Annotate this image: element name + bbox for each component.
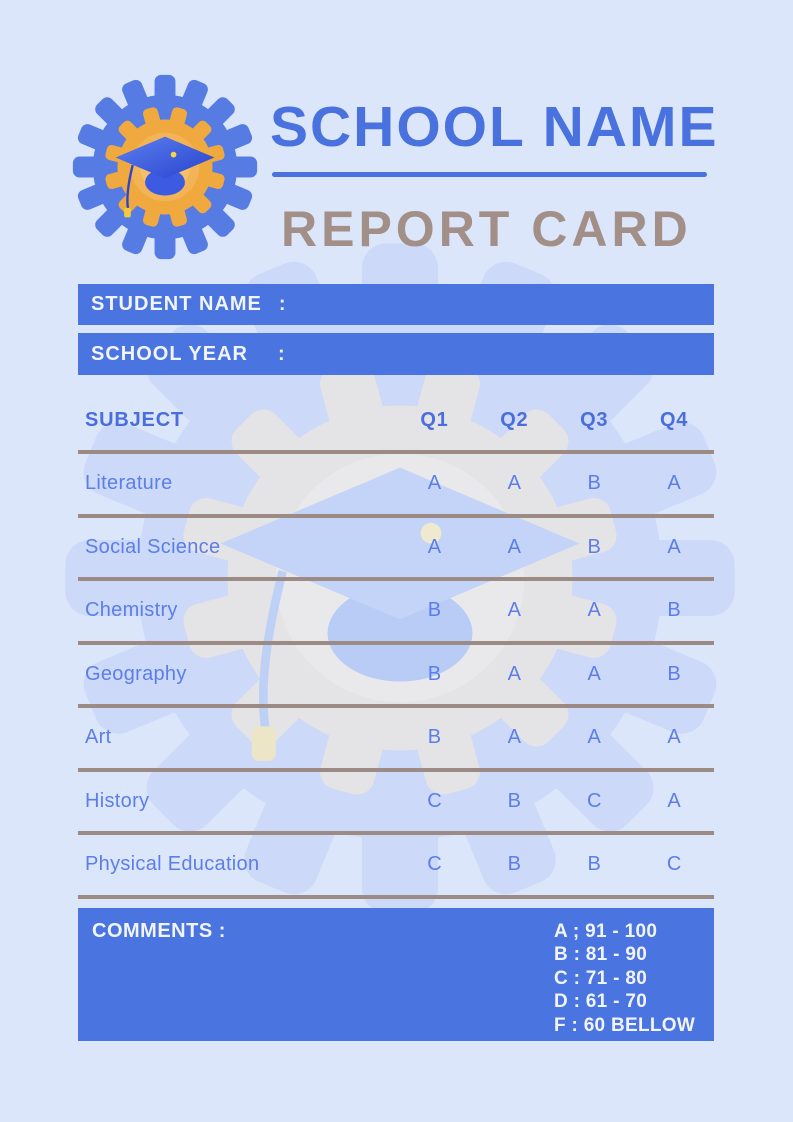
table-row: Literature A A B A (78, 454, 714, 518)
column-header-q2: Q2 (500, 408, 529, 431)
column-header-q1: Q1 (420, 408, 449, 431)
grade-cell: A (667, 726, 681, 749)
subject-name: Social Science (85, 535, 221, 558)
student-name-field[interactable]: STUDENT NAME : (78, 284, 714, 325)
table-row: Physical Education C B B C (78, 835, 714, 899)
table-row: Geography B A A B (78, 645, 714, 708)
grade-cell: C (427, 853, 442, 876)
table-row: Social Science A A B A (78, 518, 714, 581)
grade-scale-c: C : 71 - 80 (554, 967, 648, 989)
column-header-q4: Q4 (659, 408, 689, 431)
grade-cell: A (507, 662, 521, 685)
grade-cell: A (667, 789, 681, 812)
subject-name: Art (85, 726, 112, 749)
table-row: Chemistry B A A B (78, 581, 714, 645)
table-row: Art B A A A (78, 708, 714, 772)
gear-graduation-cap-icon (72, 74, 258, 260)
subject-name: Geography (85, 662, 187, 685)
grade-cell: B (667, 662, 681, 685)
grade-cell: B (507, 789, 521, 812)
grade-cell: C (427, 789, 442, 812)
grade-scale-d: D : 61 - 70 (554, 991, 648, 1013)
student-name-label: STUDENT NAME (91, 293, 262, 315)
table-row: History C B C A (78, 772, 714, 835)
subject-name: Physical Education (85, 853, 260, 876)
grade-scale-b: B : 81 - 90 (554, 944, 648, 966)
subject-name: Chemistry (85, 599, 178, 622)
school-logo (70, 72, 260, 262)
student-name-colon: : (278, 293, 287, 315)
grade-cell: B (667, 599, 681, 622)
grade-cell: A (667, 535, 681, 558)
grade-cell: C (586, 789, 602, 812)
grade-scale-legend: A ; 91 - 100 B : 81 - 90 C : 71 - 80 D :… (554, 920, 700, 1036)
grade-cell: C (666, 853, 682, 876)
column-header-q3: Q3 (580, 408, 609, 431)
school-name-title: SCHOOL NAME (270, 95, 719, 159)
grade-cell: A (507, 472, 521, 495)
subject-name: History (85, 789, 150, 812)
grade-cell: B (587, 472, 601, 495)
grade-cell: B (587, 535, 601, 558)
grade-cell: A (507, 535, 521, 558)
school-year-colon: : (277, 342, 286, 365)
subject-name: Literature (85, 472, 173, 495)
grade-cell: A (667, 472, 681, 495)
school-year-field[interactable]: SCHOOL YEAR : (78, 333, 714, 375)
grade-cell: A (587, 662, 601, 685)
grade-cell: B (427, 726, 442, 749)
grade-cell: A (507, 726, 521, 749)
grade-cell: A (587, 599, 601, 622)
grades-table: SUBJECT Q1 Q2 Q3 Q4 Literature A A B A S… (78, 390, 714, 899)
grade-cell: A (587, 726, 601, 749)
grade-cell: B (427, 599, 442, 622)
title-divider (272, 172, 707, 177)
table-header-row: SUBJECT Q1 Q2 Q3 Q4 (78, 390, 714, 454)
grade-cell: A (427, 472, 442, 495)
grade-cell: A (507, 599, 521, 622)
grade-cell: A (427, 535, 442, 558)
school-year-label: SCHOOL YEAR (91, 342, 248, 365)
grade-scale-a: A ; 91 - 100 (554, 921, 658, 942)
grade-cell: B (587, 853, 601, 876)
grade-cell: B (507, 853, 521, 876)
column-header-subject: SUBJECT (85, 408, 184, 431)
comments-box[interactable]: COMMENTS : A ; 91 - 100 B : 81 - 90 C : … (78, 908, 714, 1041)
comments-label: COMMENTS : (92, 920, 226, 942)
report-card-title: REPORT CARD (281, 201, 692, 257)
grade-scale-f: F : 60 BELLOW (554, 1014, 696, 1036)
grade-cell: B (427, 662, 442, 685)
